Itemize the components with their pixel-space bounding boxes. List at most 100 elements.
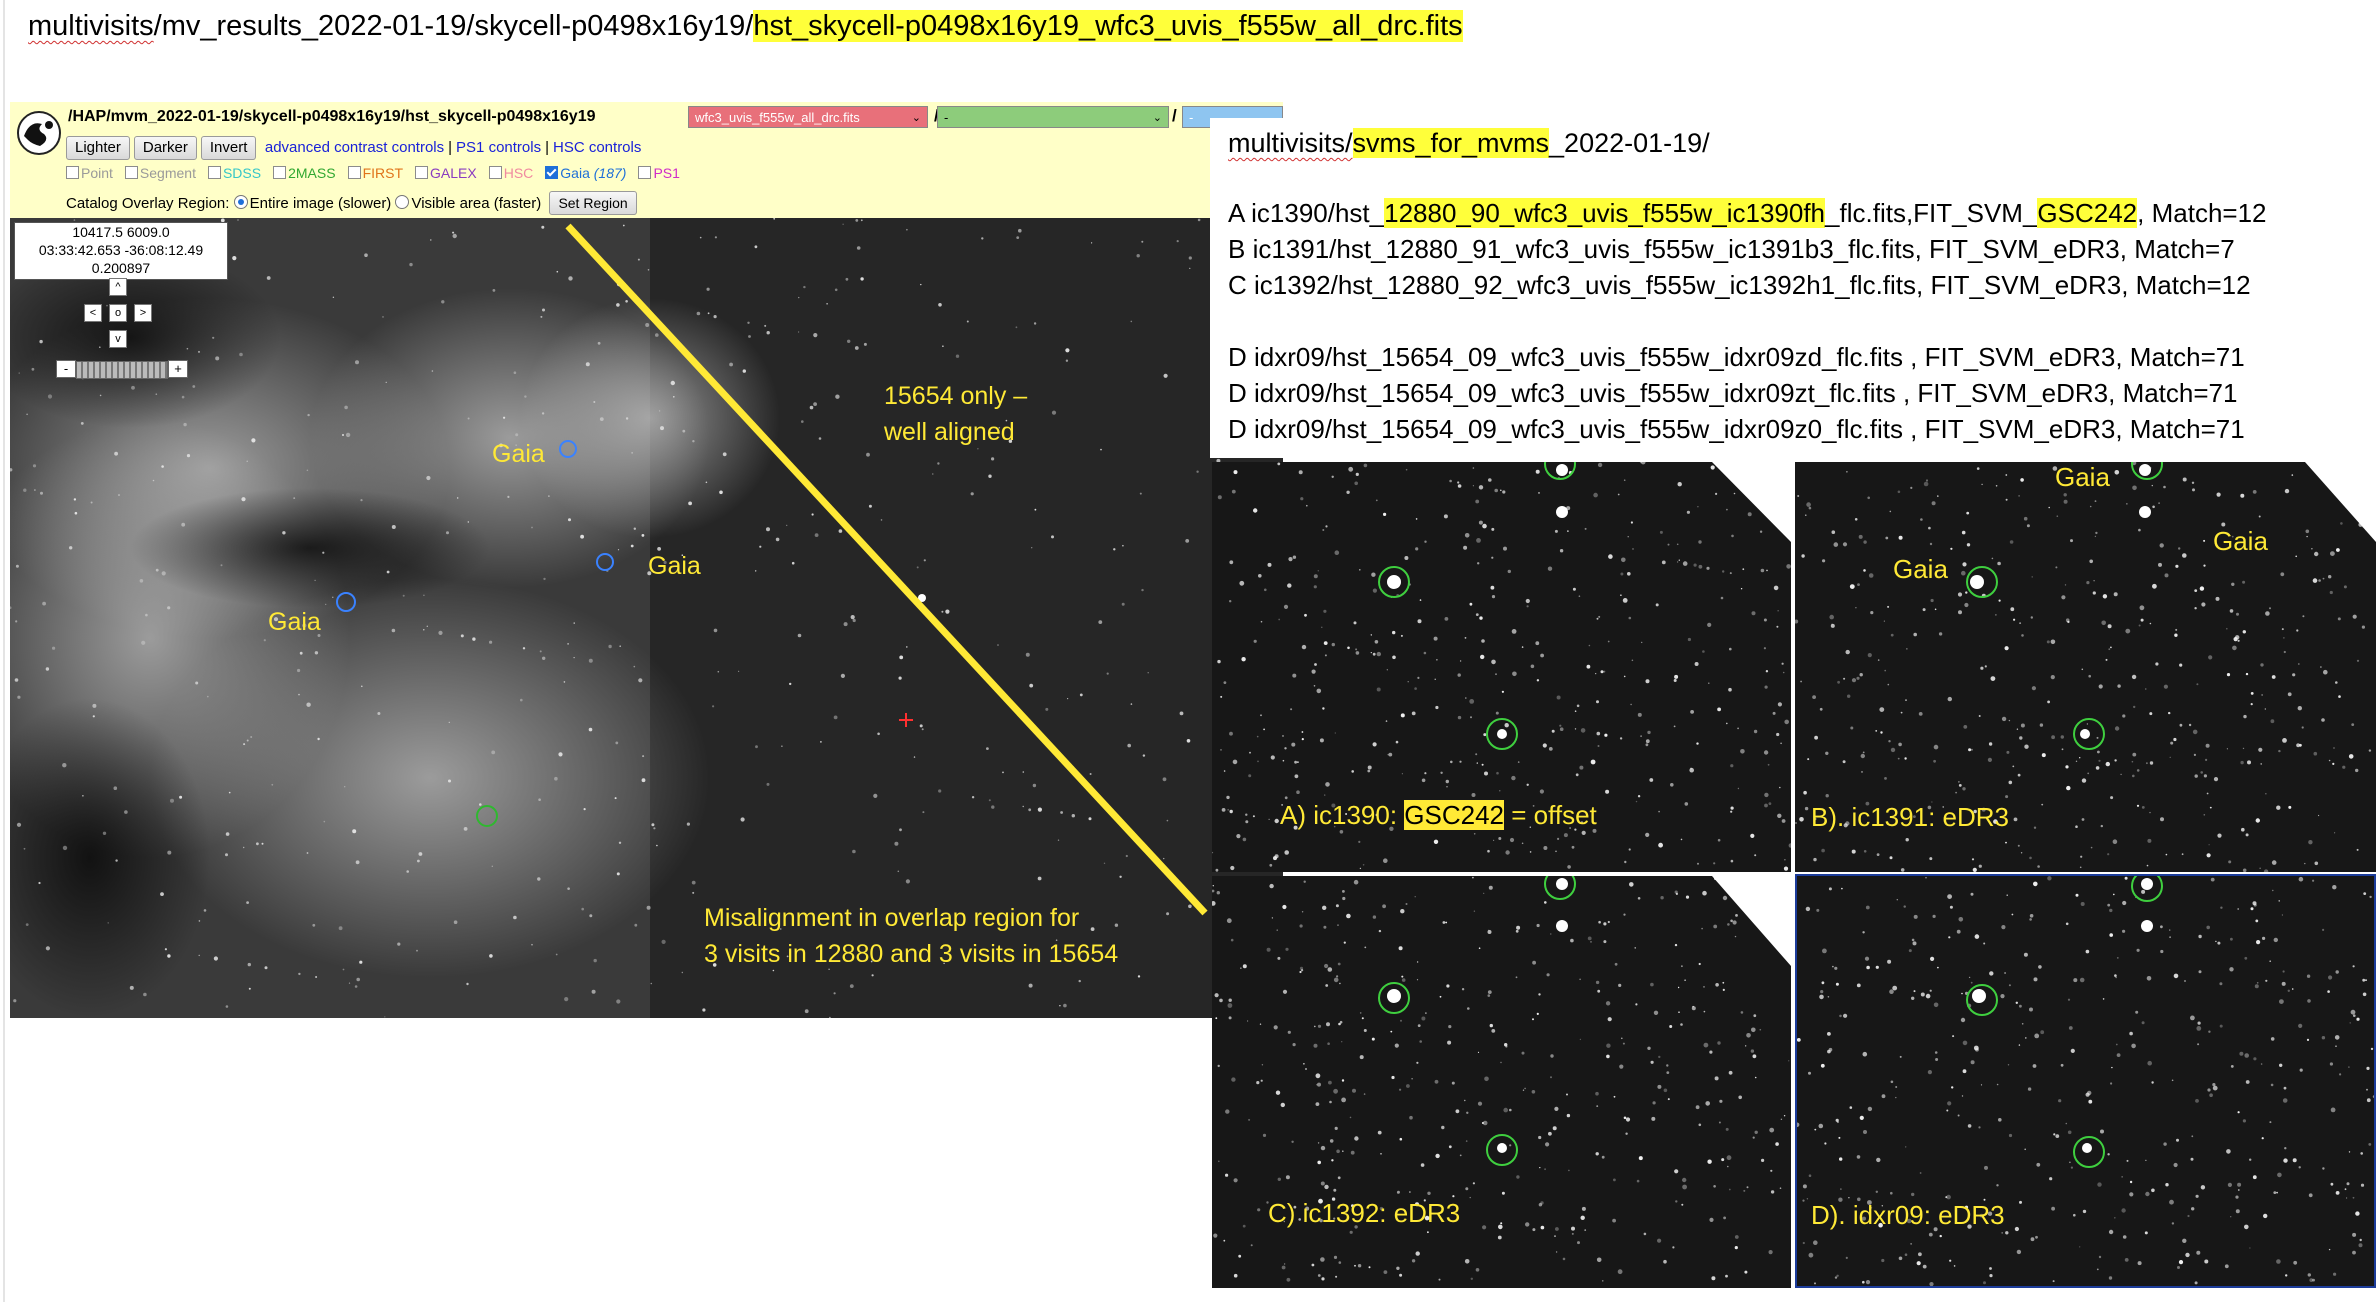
pan-up-button[interactable]: ^: [109, 278, 127, 296]
pan-down-button[interactable]: v: [109, 330, 127, 348]
hsc-controls-link[interactable]: HSC controls: [553, 139, 642, 156]
tile-c: C) ic1392: eDR3: [1212, 876, 1791, 1288]
tile-b-label: B). ic1391: eDR3: [1811, 802, 2009, 832]
tile-d-image: [1797, 876, 2374, 1286]
checkbox-icon: [66, 166, 79, 179]
line-a-post: , Match=12: [2137, 198, 2267, 228]
darker-button[interactable]: Darker: [133, 136, 197, 160]
svm-line-d1: D idxr09/hst_15654_09_wfc3_uvis_f555w_id…: [1228, 342, 2245, 372]
catalog-checkbox-first[interactable]: FIRST: [347, 165, 404, 181]
image-viewer: /HAP/mvm_2022-01-19/skycell-p0498x16y19/…: [10, 102, 1283, 1018]
catalog-label: Point: [81, 165, 113, 181]
svm-heading-prefix: multivisits/: [1228, 128, 1353, 158]
pixel-coords: 10417.5 6009.0: [72, 224, 170, 240]
well-aligned-label-1: 15654 only –: [884, 382, 1028, 410]
gaia-label: Gaia: [648, 552, 701, 580]
pan-center-button[interactable]: o: [109, 304, 127, 322]
contrast-button-row: Lighter Darker Invert advanced contrast co…: [66, 136, 641, 160]
checkbox-icon: [415, 166, 429, 179]
tile-a: A) ic1390: GSC242 = offset: [1212, 462, 1791, 872]
catalog-checkbox-galex[interactable]: GALEX: [415, 165, 477, 181]
hubble-logo-icon: [17, 111, 61, 155]
pixel-value: 0.200897: [91, 260, 151, 276]
tile-b: Gaia Gaia Gaia B). ic1391: eDR3: [1795, 462, 2376, 872]
catalog-checkbox-hsc[interactable]: HSC: [488, 165, 534, 181]
catalog-checkbox-point[interactable]: Point: [66, 165, 113, 181]
svm-heading: multivisits/svms_for_mvms_2022-01-19/: [1228, 128, 1710, 159]
catalog-label: SDSS: [222, 165, 262, 181]
svm-heading-highlight: svms_for_mvms: [1352, 128, 1550, 158]
catalog-checkbox-sdss[interactable]: SDSS: [207, 165, 262, 181]
catalog-checkbox-gaia[interactable]: Gaia (187): [545, 165, 626, 181]
overlay-region-row: Catalog Overlay Region: Entire image (sl…: [66, 191, 641, 215]
radio-icon: [395, 195, 410, 209]
region-entire-label: Entire image (slower): [249, 195, 392, 212]
gaia-label: Gaia: [2055, 462, 2110, 492]
checkbox-icon: [273, 166, 287, 179]
pan-left-button[interactable]: <: [84, 304, 102, 322]
coordinate-readout: 10417.5 6009.0 03:33:42.653 -36:08:12.49…: [14, 222, 228, 280]
second-select[interactable]: - ⌄: [937, 106, 1169, 128]
title-filename: hst_skycell-p0498x16y19_wfc3_uvis_f555w_…: [753, 10, 1463, 42]
sky-coords: 03:33:42.653 -36:08:12.49: [38, 242, 204, 258]
region-entire-radio[interactable]: Entire image (slower): [233, 195, 392, 212]
file-select-value: wfc3_uvis_f555w_all_drc.fits: [695, 110, 860, 125]
third-select-value: -: [1189, 110, 1194, 125]
tile-stars: [1795, 462, 2372, 872]
tile-a-label-highlight: GSC242: [1404, 800, 1505, 830]
path-separator: /: [1172, 106, 1177, 125]
catalog-label: Segment: [139, 165, 196, 181]
catalog-checkbox-row: Point Segment SDSS 2MASS FIRST GALEX HSC Gaia (…: [66, 165, 692, 181]
checkbox-checked-icon: [545, 166, 559, 179]
catalog-checkbox-ps1[interactable]: PS1: [638, 165, 680, 181]
viewer-path: /HAP/mvm_2022-01-19/skycell-p0498x16y19/…: [68, 108, 596, 125]
zoom-in-button[interactable]: +: [168, 360, 188, 378]
svm-line-a: A ic1390/hst_12880_90_wfc3_uvis_f555w_ic…: [1228, 198, 2267, 229]
gaia-label: Gaia: [268, 608, 321, 636]
svm-line-d2: D idxr09/hst_15654_09_wfc3_uvis_f555w_id…: [1228, 378, 2238, 408]
path-separator: /: [934, 106, 939, 126]
invert-button[interactable]: Invert: [200, 136, 257, 160]
checkbox-icon: [124, 166, 138, 179]
title-prefix: multivisits: [28, 10, 154, 42]
gaia-label: Gaia: [1893, 554, 1948, 584]
tile-a-label: A) ic1390: GSC242 = offset: [1280, 800, 1597, 831]
tile-b-image: [1795, 462, 2376, 872]
page-edge-line: [3, 0, 5, 1302]
catalog-label: PS1: [653, 165, 680, 181]
well-aligned-label-2: well aligned: [884, 418, 1015, 446]
pan-right-button[interactable]: >: [134, 304, 152, 322]
gaia-label: Gaia: [492, 440, 545, 468]
catalog-label: Gaia: [560, 165, 590, 181]
viewer-toolbar: /HAP/mvm_2022-01-19/skycell-p0498x16y19/…: [10, 102, 1283, 219]
ps1-controls-link[interactable]: PS1 controls: [456, 139, 542, 156]
lighter-button[interactable]: Lighter: [66, 136, 130, 160]
region-visible-radio[interactable]: Visible area (faster): [395, 195, 541, 212]
catalog-checkbox-2mass[interactable]: 2MASS: [273, 165, 336, 181]
link-divider: |: [545, 139, 549, 156]
svm-heading-suffix: _2022-01-19/: [1549, 128, 1710, 158]
checkbox-icon: [488, 166, 502, 179]
tile-a-label-post: = offset: [1504, 800, 1597, 830]
svm-line-d3: D idxr09/hst_15654_09_wfc3_uvis_f555w_id…: [1228, 414, 2245, 444]
line-a-highlight: 12880_90_wfc3_uvis_f555w_ic1390fh: [1384, 198, 1826, 228]
radio-selected-icon: [233, 195, 248, 209]
title-path: /mv_results_2022-01-19/skycell-p0498x16y…: [153, 10, 754, 42]
catalog-label: FIRST: [362, 165, 404, 181]
zoom-slider[interactable]: [76, 361, 168, 379]
line-a-mid: _flc.fits,FIT_SVM_: [1825, 198, 2038, 228]
catalog-checkbox-segment[interactable]: Segment: [124, 165, 196, 181]
zoom-out-button[interactable]: -: [56, 360, 76, 378]
sky-image[interactable]: 10417.5 6009.0 03:33:42.653 -36:08:12.49…: [10, 218, 1283, 1018]
advanced-contrast-link[interactable]: advanced contrast controls: [264, 139, 445, 156]
chevron-down-icon: ⌄: [911, 112, 921, 124]
tile-stars: [1797, 876, 2374, 1286]
tile-stars: [1212, 462, 1791, 872]
file-select[interactable]: wfc3_uvis_f555w_all_drc.fits ⌄: [688, 106, 928, 128]
catalog-label: HSC: [503, 165, 534, 181]
set-region-button[interactable]: Set Region: [549, 191, 637, 215]
tile-c-image: [1212, 876, 1791, 1282]
svm-file-list: multivisits/svms_for_mvms_2022-01-19/ A …: [1210, 118, 2376, 458]
catalog-count: (187): [589, 165, 627, 181]
tile-a-label-pre: A) ic1390:: [1280, 800, 1405, 830]
